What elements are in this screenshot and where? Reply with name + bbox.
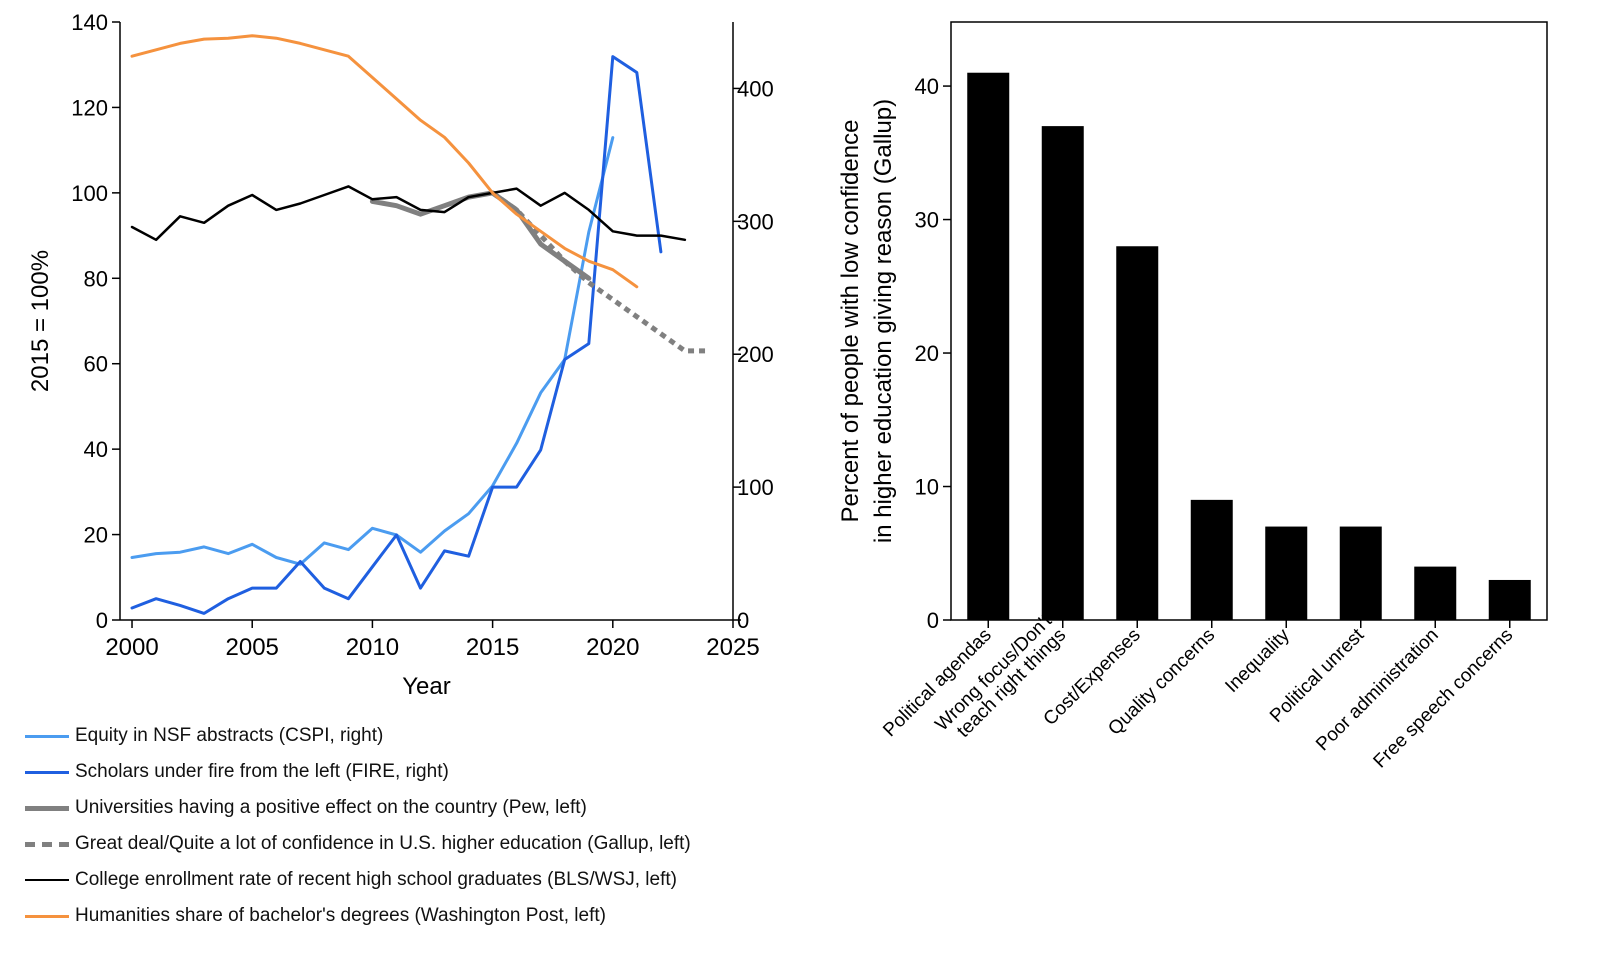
x-tick-label: 2005: [226, 634, 279, 661]
left-y-tick-label: 20: [84, 523, 108, 548]
right-y-tick-label: 400: [737, 76, 774, 101]
legend-label: College enrollment rate of recent high s…: [75, 869, 677, 890]
legend-label: Equity in NSF abstracts (CSPI, right): [75, 725, 384, 746]
series-line-1: [130, 55, 663, 615]
x-tick-label: 2015: [466, 634, 519, 661]
series-line-5: [130, 34, 639, 289]
x-tick-label: 2020: [586, 634, 639, 661]
plot-frame: [950, 21, 1548, 621]
legend-item: Great deal/Quite a lot of confidence in …: [25, 826, 691, 862]
y-axis-title-line: Percent of people with low confidence: [837, 120, 864, 523]
x-tick-label: 2010: [346, 634, 399, 661]
legend-label: Great deal/Quite a lot of confidence in …: [75, 833, 691, 854]
legend-swatch: [25, 841, 69, 847]
left-y-tick-label: 120: [71, 95, 108, 120]
legend-item: Humanities share of bachelor's degrees (…: [25, 898, 691, 934]
bar: [1414, 566, 1457, 620]
bar: [1190, 499, 1233, 620]
legend-swatch: [25, 734, 69, 738]
legend-item: Universities having a positive effect on…: [25, 790, 691, 826]
series-line-0: [130, 136, 615, 566]
legend-swatch: [25, 770, 69, 774]
bar: [967, 72, 1010, 621]
legend-item: College enrollment rate of recent high s…: [25, 862, 691, 898]
bar: [1116, 246, 1159, 620]
y-tick-label: 40: [915, 74, 939, 99]
x-tick-label-line: Poor administration: [1312, 625, 1443, 756]
y-axis-title-line: in higher education giving reason (Gallu…: [870, 99, 897, 543]
bar: [1265, 526, 1308, 620]
y-tick-label: 0: [927, 608, 939, 633]
legend-label: Universities having a positive effect on…: [75, 797, 587, 818]
right-y-tick-label: 100: [737, 475, 774, 500]
bar-chart: 0 10 20 30 40 Percent of people with low conf…: [837, 21, 1548, 773]
legend-swatch: [25, 914, 69, 918]
left-y-tick-label: 80: [84, 266, 108, 291]
left-y-tick-label: 100: [71, 181, 108, 206]
x-tick-label: 2000: [105, 634, 158, 661]
legend: Equity in NSF abstracts (CSPI, right) Sch…: [25, 718, 691, 934]
legend-item: Scholars under fire from the left (FIRE,…: [25, 754, 691, 790]
bar: [1339, 526, 1382, 620]
y-tick-label: 10: [915, 475, 939, 500]
left-y-tick-label: 40: [84, 437, 108, 462]
right-y-tick-label: 300: [737, 209, 774, 234]
series-line-2: [369, 190, 592, 281]
bar: [1488, 579, 1531, 620]
x-tick-label: 2025: [706, 634, 759, 661]
legend-swatch: [25, 805, 69, 811]
x-tick-label: Free speech concerns: [1370, 625, 1518, 773]
x-tick-label: Poor administration: [1312, 625, 1443, 756]
x-tick-label-line: Free speech concerns: [1370, 625, 1518, 773]
right-y-tick-label: 200: [737, 342, 774, 367]
legend-label: Scholars under fire from the left (FIRE,…: [75, 761, 449, 782]
left-y-tick-label: 0: [96, 608, 108, 633]
x-axis-title: Year: [402, 673, 451, 700]
y-tick-label: 20: [915, 341, 939, 366]
x-tick-label: Inequality: [1221, 624, 1294, 697]
bar: [1041, 126, 1084, 620]
legend-swatch: [25, 879, 69, 881]
line-chart: 0 20 40 60 80 100 120 140 0 100 200 300 400 2000 2005 2…: [27, 10, 774, 700]
legend-label: Humanities share of bachelor's degrees (…: [75, 905, 606, 926]
x-tick-label-line: Inequality: [1221, 624, 1294, 697]
left-y-tick-label: 140: [71, 10, 108, 35]
right-y-tick-label: 0: [737, 608, 749, 633]
legend-item: Equity in NSF abstracts (CSPI, right): [25, 718, 691, 754]
y-tick-label: 30: [915, 208, 939, 233]
left-y-tick-label: 60: [84, 352, 108, 377]
series-line-4: [130, 185, 687, 242]
y-axis-title: 2015 = 100%: [27, 250, 54, 392]
